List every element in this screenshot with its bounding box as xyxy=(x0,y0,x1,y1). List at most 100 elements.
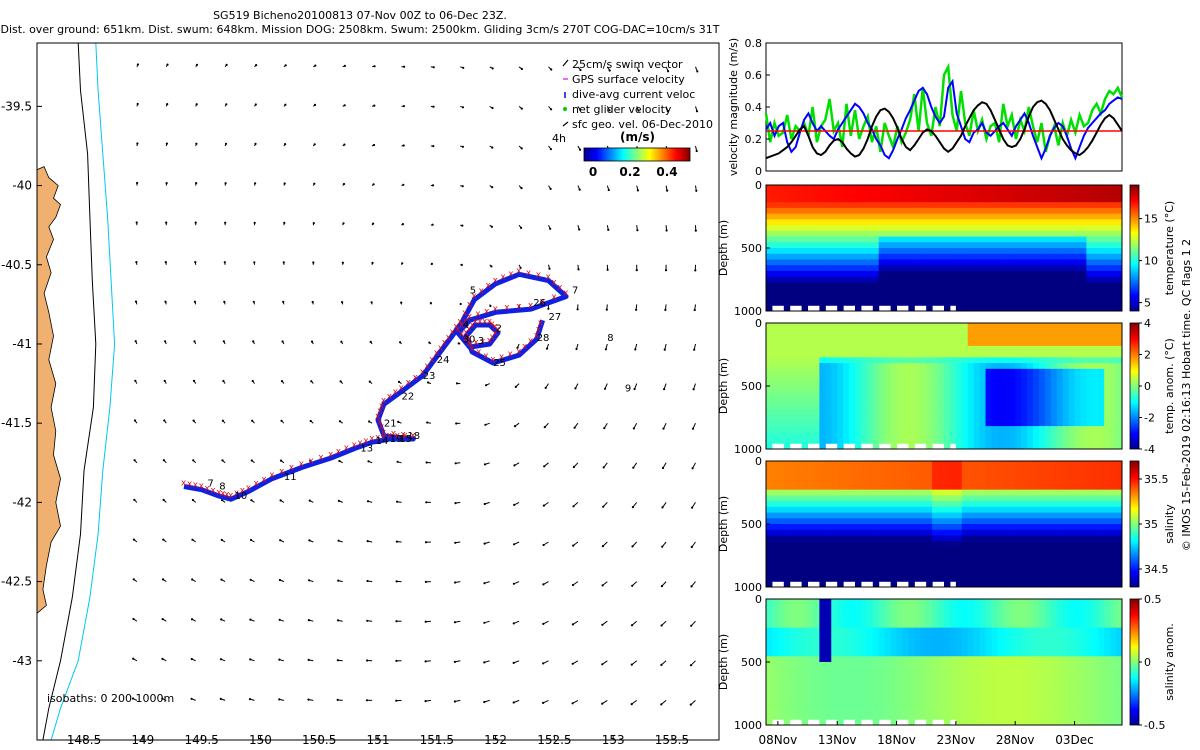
section-cell xyxy=(837,569,844,577)
section-cell xyxy=(866,546,874,554)
sfc-velocity-arrowhead xyxy=(607,228,610,231)
section-cell xyxy=(979,202,987,209)
sfc-velocity-arrowhead xyxy=(252,340,255,343)
section-cell xyxy=(926,248,933,255)
section-cell xyxy=(932,391,939,398)
sfc-velocity-arrowhead xyxy=(373,104,376,107)
section-cell xyxy=(1086,581,1093,588)
section-cell xyxy=(1056,397,1064,404)
sfc-velocity-arrowhead xyxy=(311,300,314,304)
section-cell xyxy=(1056,535,1064,542)
sfc-velocity-arrowhead xyxy=(219,658,223,661)
section-cell xyxy=(973,466,981,473)
section-cell xyxy=(1098,374,1105,381)
section-cell xyxy=(1015,270,1022,278)
sfc-velocity-arrowhead xyxy=(132,578,135,581)
section-cell xyxy=(1027,524,1034,531)
section-cell xyxy=(955,558,963,565)
section-cell xyxy=(777,627,785,634)
sfc-velocity-arrowhead xyxy=(660,585,664,588)
sfc-velocity-arrowhead xyxy=(548,267,551,270)
section-cell xyxy=(819,489,826,496)
section-cell xyxy=(967,524,975,531)
section-cell xyxy=(872,443,880,450)
section-cell xyxy=(949,518,957,525)
section-cell xyxy=(1038,242,1046,249)
sfc-velocity-arrowhead xyxy=(428,341,431,344)
section-cell xyxy=(1033,535,1040,542)
section-cell xyxy=(1062,185,1070,192)
section-cell xyxy=(1044,259,1052,266)
section-cell xyxy=(973,282,981,289)
section-cell xyxy=(771,236,779,243)
section-cell xyxy=(789,707,797,715)
section-cell xyxy=(807,270,814,278)
section-cell xyxy=(997,529,1004,536)
section-cell xyxy=(1068,334,1076,341)
section-cell xyxy=(801,575,809,582)
section-cell xyxy=(908,564,915,571)
section-cell xyxy=(1116,288,1123,295)
section-cell xyxy=(872,478,880,485)
section-cell xyxy=(991,328,998,335)
section-cell xyxy=(878,414,886,421)
section-cell xyxy=(1092,374,1099,381)
section-cell xyxy=(1086,420,1093,427)
section-cell xyxy=(849,299,856,306)
section-cell xyxy=(1116,185,1123,192)
section-cell xyxy=(837,345,844,353)
section-cell xyxy=(777,219,785,226)
section-cell xyxy=(1003,575,1010,582)
section-cell xyxy=(771,564,779,571)
isobath-1000m xyxy=(50,43,116,740)
section-cell xyxy=(849,340,856,347)
section-cell xyxy=(967,334,975,341)
section-cell xyxy=(837,546,844,554)
section-cell xyxy=(967,541,975,548)
sfc-velocity-arrowhead xyxy=(430,262,433,265)
section-cell xyxy=(1104,196,1111,203)
section-cell xyxy=(866,512,874,519)
section-cell xyxy=(961,357,969,364)
section-cell xyxy=(866,414,874,421)
section-cell xyxy=(884,323,892,330)
section-cell xyxy=(777,662,785,669)
section-cell xyxy=(1033,328,1040,335)
section-cell xyxy=(1015,397,1022,404)
section-cell xyxy=(1068,426,1076,433)
sfc-velocity-arrowhead xyxy=(424,580,427,584)
section-cell xyxy=(955,408,963,416)
section-cell xyxy=(1015,288,1022,295)
section-cell xyxy=(1033,334,1040,341)
section-cell xyxy=(908,213,915,220)
section-cell xyxy=(795,564,803,571)
section-cell xyxy=(896,259,903,266)
section-cell xyxy=(944,259,951,266)
section-cell xyxy=(979,293,987,301)
section-cell xyxy=(1038,345,1046,353)
section-cell xyxy=(967,552,975,559)
sfc-velocity-arrowhead xyxy=(608,109,611,112)
section-cell xyxy=(908,225,915,232)
section-cell xyxy=(825,340,832,347)
section-cell xyxy=(825,546,832,554)
section-cell xyxy=(872,196,880,203)
sfc-velocity-arrowhead xyxy=(571,702,574,705)
section-cell xyxy=(914,351,921,358)
section-cell xyxy=(1021,506,1028,514)
section-cell xyxy=(991,299,998,306)
section-cell xyxy=(979,541,987,548)
section-cell xyxy=(914,403,921,410)
section-cell xyxy=(1092,357,1099,364)
section-cell xyxy=(872,345,880,353)
section-cell xyxy=(1033,431,1040,439)
section-cell xyxy=(914,501,921,508)
section-cell xyxy=(789,627,797,634)
geostrophic-velocity-field xyxy=(131,63,699,706)
section-cell xyxy=(1050,420,1058,427)
section-cell xyxy=(997,489,1004,496)
section-cell xyxy=(973,259,981,266)
section-cell xyxy=(849,575,856,582)
section-cell xyxy=(902,437,909,444)
section-cell xyxy=(878,230,886,238)
